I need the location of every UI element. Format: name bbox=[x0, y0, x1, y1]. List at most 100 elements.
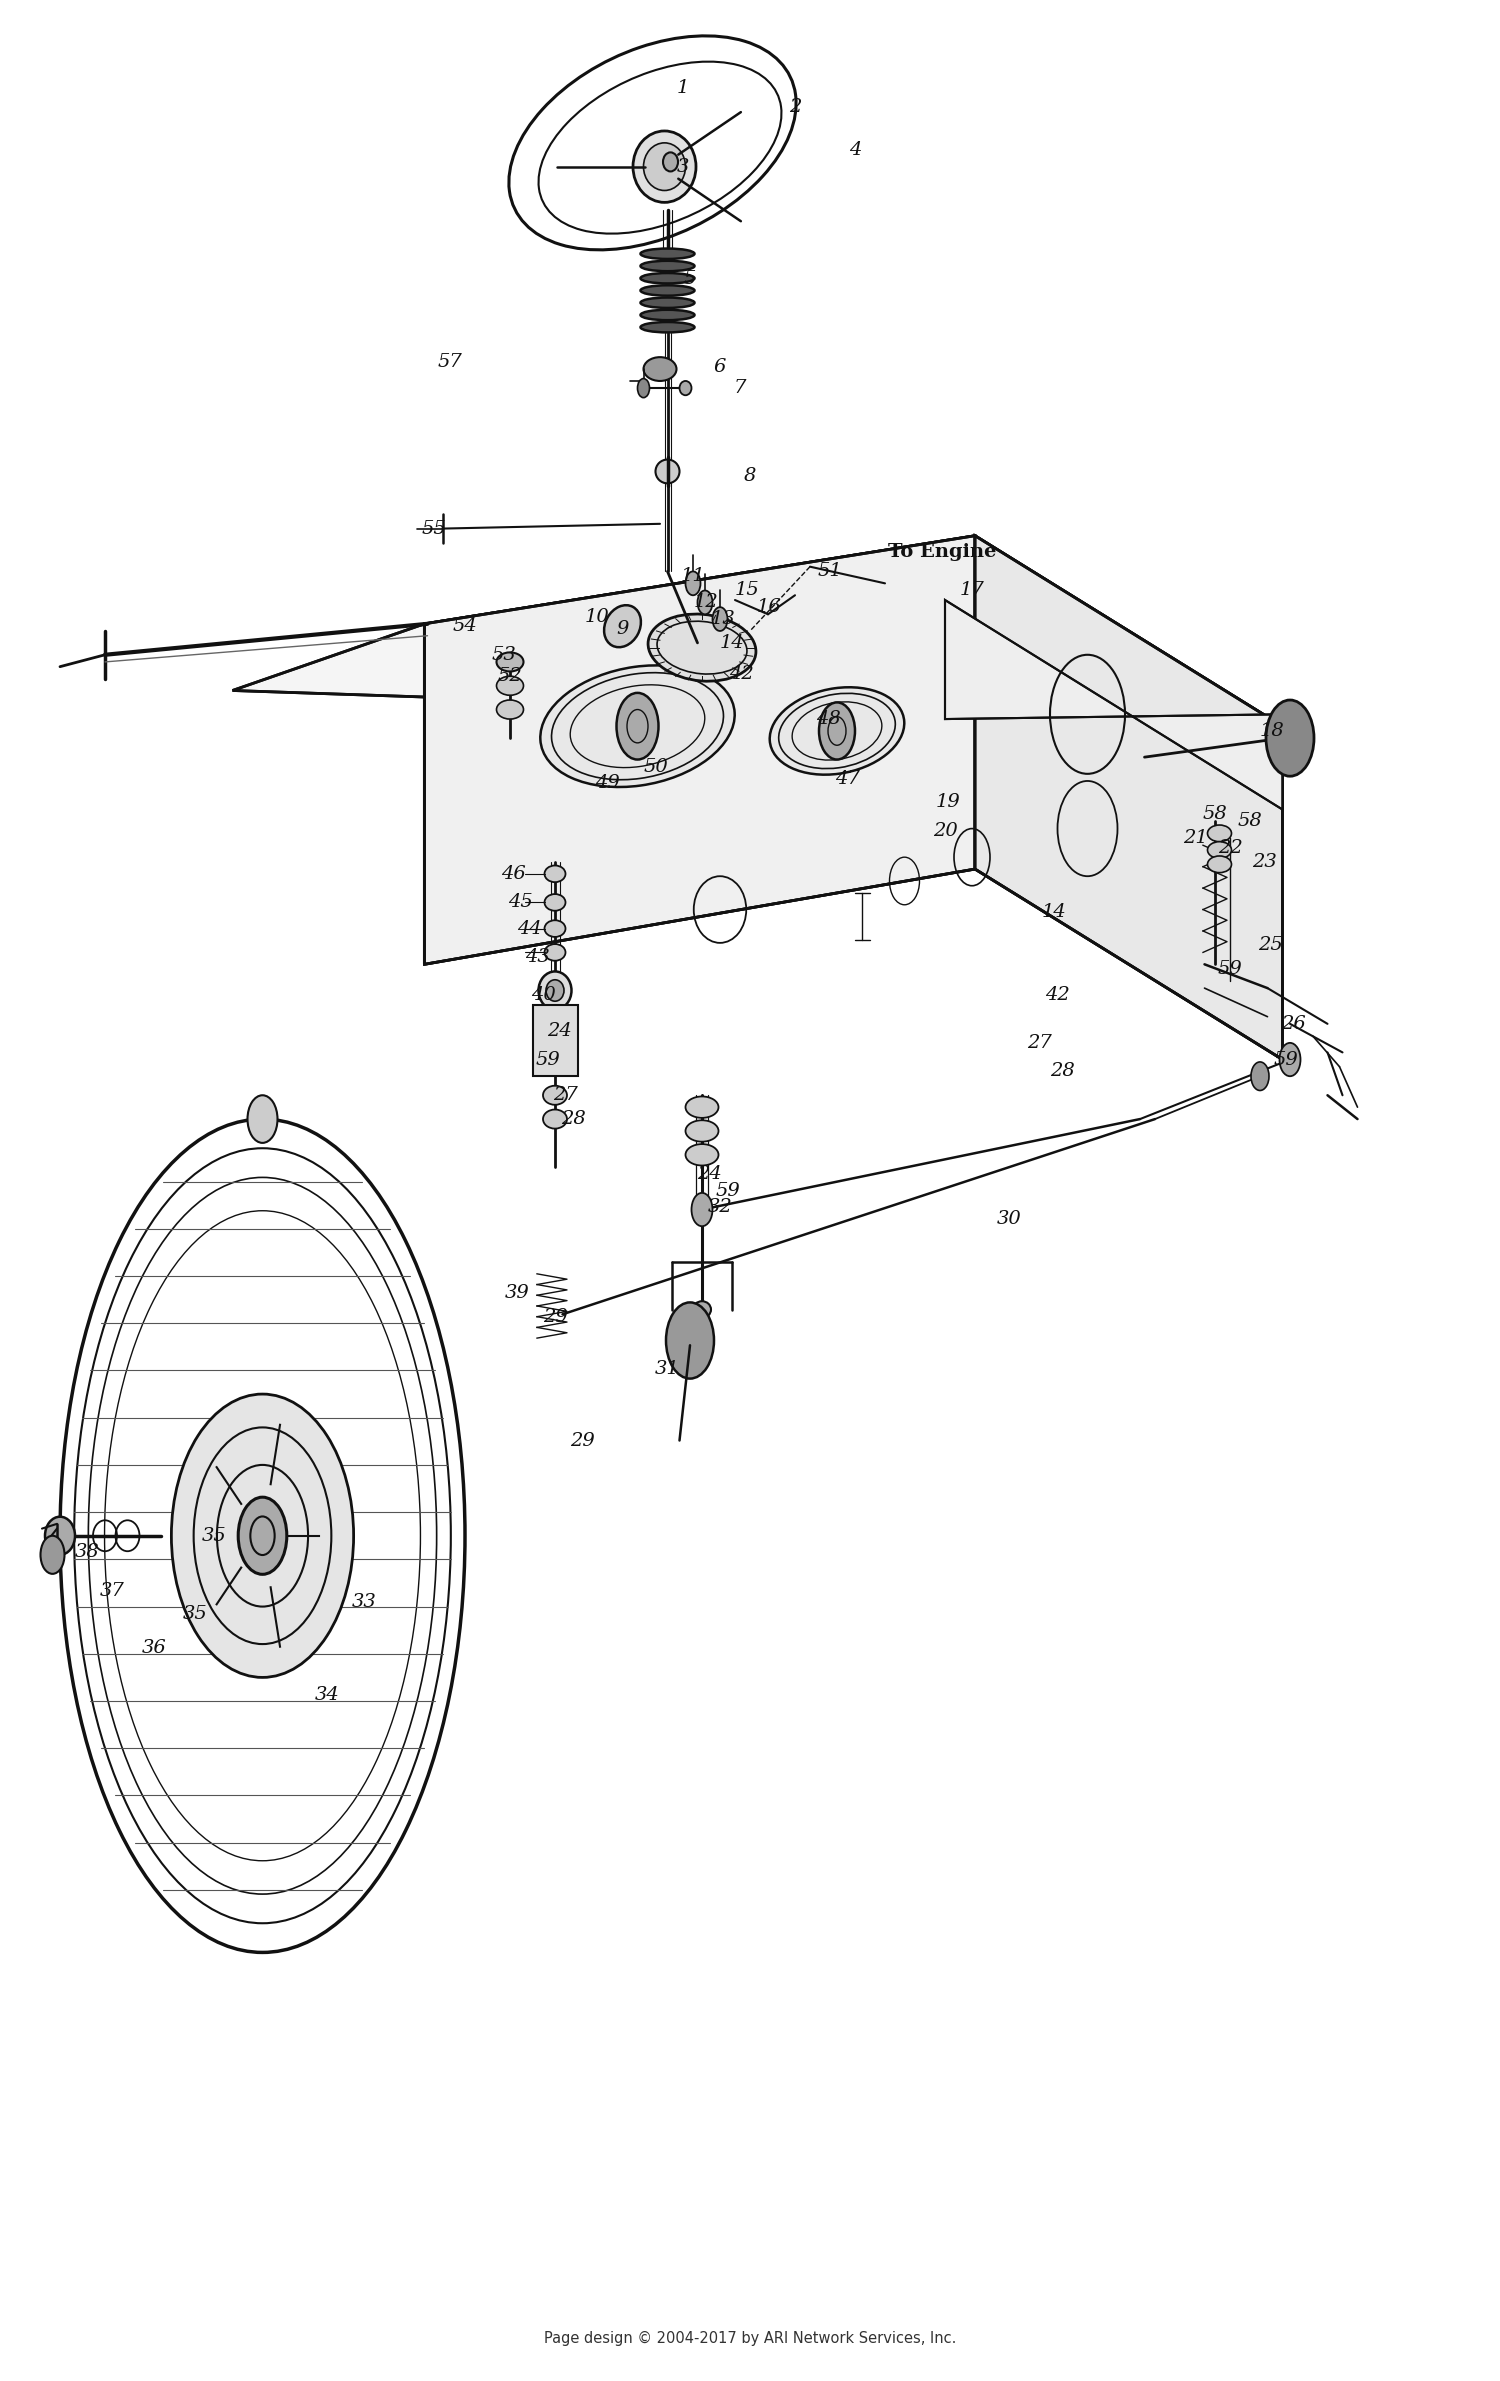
Polygon shape bbox=[232, 536, 1282, 726]
Text: 51: 51 bbox=[818, 562, 842, 581]
Text: 2: 2 bbox=[789, 98, 801, 117]
Circle shape bbox=[238, 1498, 286, 1574]
Text: 52: 52 bbox=[498, 667, 522, 686]
Circle shape bbox=[1251, 1062, 1269, 1090]
Ellipse shape bbox=[633, 131, 696, 202]
Ellipse shape bbox=[644, 143, 686, 190]
Text: 7: 7 bbox=[734, 379, 746, 398]
Ellipse shape bbox=[546, 981, 564, 1002]
Ellipse shape bbox=[1208, 857, 1231, 874]
Text: 24: 24 bbox=[698, 1164, 721, 1183]
Ellipse shape bbox=[686, 1121, 718, 1143]
Text: 23: 23 bbox=[1252, 852, 1276, 871]
Text: 28: 28 bbox=[561, 1110, 585, 1129]
Text: To Engine: To Engine bbox=[888, 543, 996, 562]
Text: 49: 49 bbox=[596, 774, 619, 793]
Text: 46: 46 bbox=[501, 864, 525, 883]
Ellipse shape bbox=[544, 867, 566, 883]
Ellipse shape bbox=[640, 310, 694, 319]
Ellipse shape bbox=[544, 945, 566, 962]
Text: 13: 13 bbox=[711, 610, 735, 629]
Text: 4: 4 bbox=[849, 140, 861, 160]
Ellipse shape bbox=[1208, 843, 1231, 860]
Text: 33: 33 bbox=[352, 1593, 376, 1612]
Ellipse shape bbox=[604, 605, 640, 648]
Ellipse shape bbox=[693, 1300, 711, 1319]
Text: 26: 26 bbox=[1281, 1014, 1305, 1033]
Text: 45: 45 bbox=[509, 893, 532, 912]
Ellipse shape bbox=[538, 971, 572, 1010]
Text: 53: 53 bbox=[492, 645, 516, 664]
Circle shape bbox=[616, 693, 658, 760]
Ellipse shape bbox=[640, 286, 694, 295]
Circle shape bbox=[248, 1095, 278, 1143]
Text: 15: 15 bbox=[735, 581, 759, 600]
Text: 39: 39 bbox=[506, 1283, 530, 1302]
Text: Page design © 2004-2017 by ARI Network Services, Inc.: Page design © 2004-2017 by ARI Network S… bbox=[544, 2331, 956, 2345]
Ellipse shape bbox=[640, 274, 694, 283]
Text: 1: 1 bbox=[676, 79, 688, 98]
Text: 17: 17 bbox=[960, 581, 984, 600]
Text: 10: 10 bbox=[585, 607, 609, 626]
Text: 9: 9 bbox=[616, 619, 628, 638]
Ellipse shape bbox=[496, 652, 523, 671]
Text: 24: 24 bbox=[548, 1021, 572, 1040]
Ellipse shape bbox=[663, 152, 678, 171]
Ellipse shape bbox=[543, 1086, 567, 1105]
Text: 59: 59 bbox=[536, 1050, 560, 1069]
Text: 27: 27 bbox=[1028, 1033, 1051, 1052]
Ellipse shape bbox=[686, 1095, 718, 1119]
Text: 44: 44 bbox=[518, 919, 542, 938]
Ellipse shape bbox=[45, 1517, 75, 1555]
Ellipse shape bbox=[680, 381, 692, 395]
Text: 21: 21 bbox=[1184, 829, 1208, 848]
Text: 18: 18 bbox=[1260, 721, 1284, 740]
Text: 35: 35 bbox=[202, 1526, 226, 1545]
Ellipse shape bbox=[544, 895, 566, 912]
Text: 48: 48 bbox=[816, 710, 840, 729]
Text: 12: 12 bbox=[694, 593, 718, 612]
Ellipse shape bbox=[496, 700, 523, 719]
Text: 40: 40 bbox=[531, 986, 555, 1005]
Text: 36: 36 bbox=[142, 1638, 166, 1657]
Circle shape bbox=[712, 607, 728, 631]
Text: 6: 6 bbox=[714, 357, 726, 376]
Text: 14: 14 bbox=[1042, 902, 1066, 921]
Ellipse shape bbox=[640, 248, 694, 260]
Ellipse shape bbox=[496, 676, 523, 695]
Text: 55: 55 bbox=[422, 519, 446, 538]
Circle shape bbox=[1266, 700, 1314, 776]
Ellipse shape bbox=[686, 1145, 718, 1167]
Text: 32: 32 bbox=[708, 1198, 732, 1217]
Ellipse shape bbox=[770, 688, 904, 774]
Text: 27: 27 bbox=[554, 1086, 578, 1105]
Text: 16: 16 bbox=[758, 598, 782, 617]
Ellipse shape bbox=[171, 1395, 354, 1679]
Text: 8: 8 bbox=[744, 467, 756, 486]
Text: 14: 14 bbox=[720, 633, 744, 652]
Text: 22: 22 bbox=[1218, 838, 1242, 857]
Ellipse shape bbox=[640, 321, 694, 333]
Text: 37: 37 bbox=[100, 1581, 124, 1600]
Polygon shape bbox=[424, 536, 975, 964]
Text: 30: 30 bbox=[998, 1210, 1022, 1229]
Text: 3: 3 bbox=[676, 157, 688, 176]
Text: 50: 50 bbox=[644, 757, 668, 776]
Circle shape bbox=[692, 1193, 712, 1226]
Ellipse shape bbox=[542, 1010, 568, 1029]
Ellipse shape bbox=[1208, 824, 1231, 843]
Text: 59: 59 bbox=[1274, 1050, 1298, 1069]
Circle shape bbox=[819, 702, 855, 760]
Text: 54: 54 bbox=[453, 617, 477, 636]
Ellipse shape bbox=[544, 921, 566, 938]
Text: 19: 19 bbox=[936, 793, 960, 812]
Text: 58: 58 bbox=[1238, 812, 1262, 831]
Circle shape bbox=[40, 1536, 64, 1574]
Ellipse shape bbox=[648, 614, 756, 681]
Ellipse shape bbox=[540, 664, 735, 788]
Text: 58: 58 bbox=[1203, 805, 1227, 824]
Polygon shape bbox=[532, 1005, 578, 1076]
Circle shape bbox=[686, 571, 700, 595]
Text: 57: 57 bbox=[438, 352, 462, 371]
Polygon shape bbox=[945, 600, 1282, 810]
